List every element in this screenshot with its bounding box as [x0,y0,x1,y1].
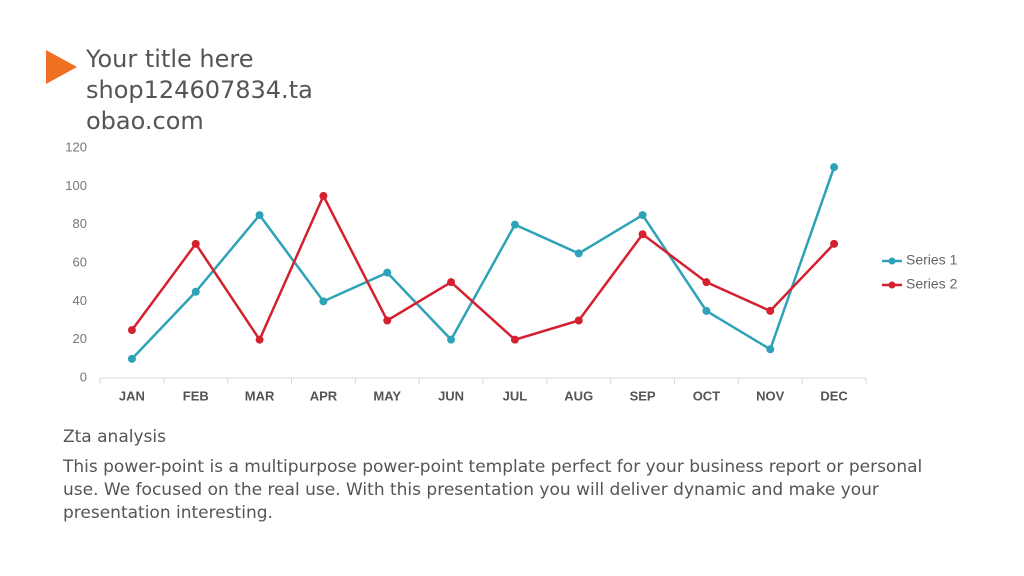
data-point [702,278,711,287]
y-tick-label: 40 [73,293,87,308]
data-point [574,316,583,325]
data-point [447,335,456,344]
y-tick-label: 0 [80,369,87,384]
data-point [255,335,264,344]
body-text: This power-point is a multipurpose power… [63,457,923,523]
x-tick-label: SEP [630,388,656,403]
title-marker [46,50,77,84]
y-tick-label: 100 [65,178,87,193]
data-point [319,297,328,306]
x-tick-label: MAR [245,388,275,403]
legend-marker [888,257,896,265]
data-point [574,249,583,258]
data-point [766,345,775,354]
data-point [510,335,519,344]
body-heading: Zta analysis [63,427,166,447]
x-tick-label: APR [310,388,338,403]
slide-title: Your title here shop124607834.taobao.com [86,45,313,135]
data-point [638,230,647,239]
x-tick-label: NOV [756,388,785,403]
series-line [131,166,836,360]
x-tick-label: DEC [820,388,848,403]
x-tick-label: JAN [119,388,145,403]
x-tick-label: AUG [564,388,593,403]
x-tick-label: JUL [503,388,528,403]
data-point [638,211,647,220]
y-tick-label: 120 [65,139,87,154]
data-point [191,239,200,248]
x-tick-label: MAY [373,388,401,403]
x-tick-label: FEB [183,388,209,403]
legend-label: Series 1 [906,252,958,268]
y-tick-label: 20 [73,331,87,346]
data-point [447,278,456,287]
data-point [383,316,392,325]
data-point [191,287,200,296]
y-tick-label: 60 [73,254,87,269]
data-point [319,191,328,200]
data-point [383,268,392,277]
legend-label: Series 2 [906,276,958,292]
data-point [830,163,839,172]
series-line [130,193,835,343]
data-point [127,354,136,363]
y-tick-label: 80 [73,216,87,231]
x-tick-label: JUN [438,388,464,403]
x-tick-label: OCT [693,388,721,403]
legend-marker [888,281,896,289]
data-point [510,220,519,229]
data-point [127,326,136,335]
data-point [766,306,775,315]
chart: 0 20 40 60 80 100 120 JAN FEB MAR APR MAY JUN JUL AUG S… [65,139,958,403]
data-point [830,239,839,248]
data-point [702,306,711,315]
data-point [255,211,264,220]
